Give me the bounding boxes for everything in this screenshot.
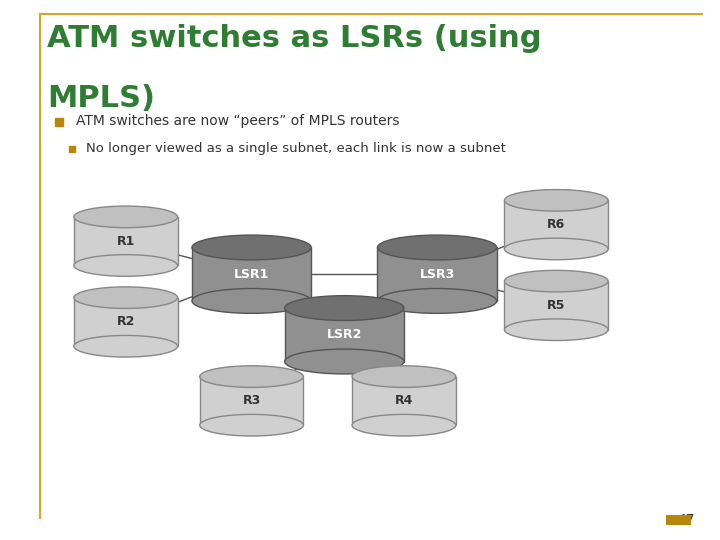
Ellipse shape: [284, 296, 404, 321]
Text: R2: R2: [117, 315, 135, 328]
Text: No longer viewed as a single subnet, each link is now a subnet: No longer viewed as a single subnet, eac…: [86, 142, 506, 155]
Ellipse shape: [74, 206, 178, 228]
Polygon shape: [377, 247, 497, 301]
Ellipse shape: [505, 319, 608, 341]
Text: ATM switches are now “peers” of MPLS routers: ATM switches are now “peers” of MPLS rou…: [76, 114, 399, 129]
Ellipse shape: [192, 288, 311, 313]
Ellipse shape: [505, 190, 608, 211]
Text: R5: R5: [547, 299, 565, 312]
Ellipse shape: [284, 349, 404, 374]
Polygon shape: [74, 298, 178, 346]
Polygon shape: [192, 247, 311, 301]
Text: LSR1: LSR1: [234, 268, 269, 281]
Ellipse shape: [74, 335, 178, 357]
Ellipse shape: [199, 366, 303, 387]
Ellipse shape: [352, 414, 456, 436]
Text: R4: R4: [395, 394, 413, 407]
Bar: [666, 515, 691, 525]
Polygon shape: [505, 200, 608, 249]
Text: R6: R6: [547, 218, 565, 231]
Polygon shape: [199, 376, 303, 425]
Text: 47: 47: [678, 512, 695, 526]
Ellipse shape: [377, 235, 497, 260]
Ellipse shape: [74, 255, 178, 276]
Ellipse shape: [192, 235, 311, 260]
Text: LSR2: LSR2: [327, 328, 362, 341]
Text: R1: R1: [117, 235, 135, 248]
Polygon shape: [352, 376, 456, 425]
Ellipse shape: [74, 287, 178, 308]
Text: MPLS): MPLS): [47, 84, 155, 113]
Ellipse shape: [377, 288, 497, 313]
Ellipse shape: [199, 414, 303, 436]
Text: R3: R3: [243, 394, 261, 407]
Text: ATM switches as LSRs (using: ATM switches as LSRs (using: [47, 24, 541, 53]
Polygon shape: [74, 217, 178, 266]
Text: LSR3: LSR3: [420, 268, 454, 281]
Polygon shape: [505, 281, 608, 330]
Ellipse shape: [505, 271, 608, 292]
Ellipse shape: [505, 238, 608, 260]
Polygon shape: [284, 308, 404, 362]
Ellipse shape: [352, 366, 456, 387]
